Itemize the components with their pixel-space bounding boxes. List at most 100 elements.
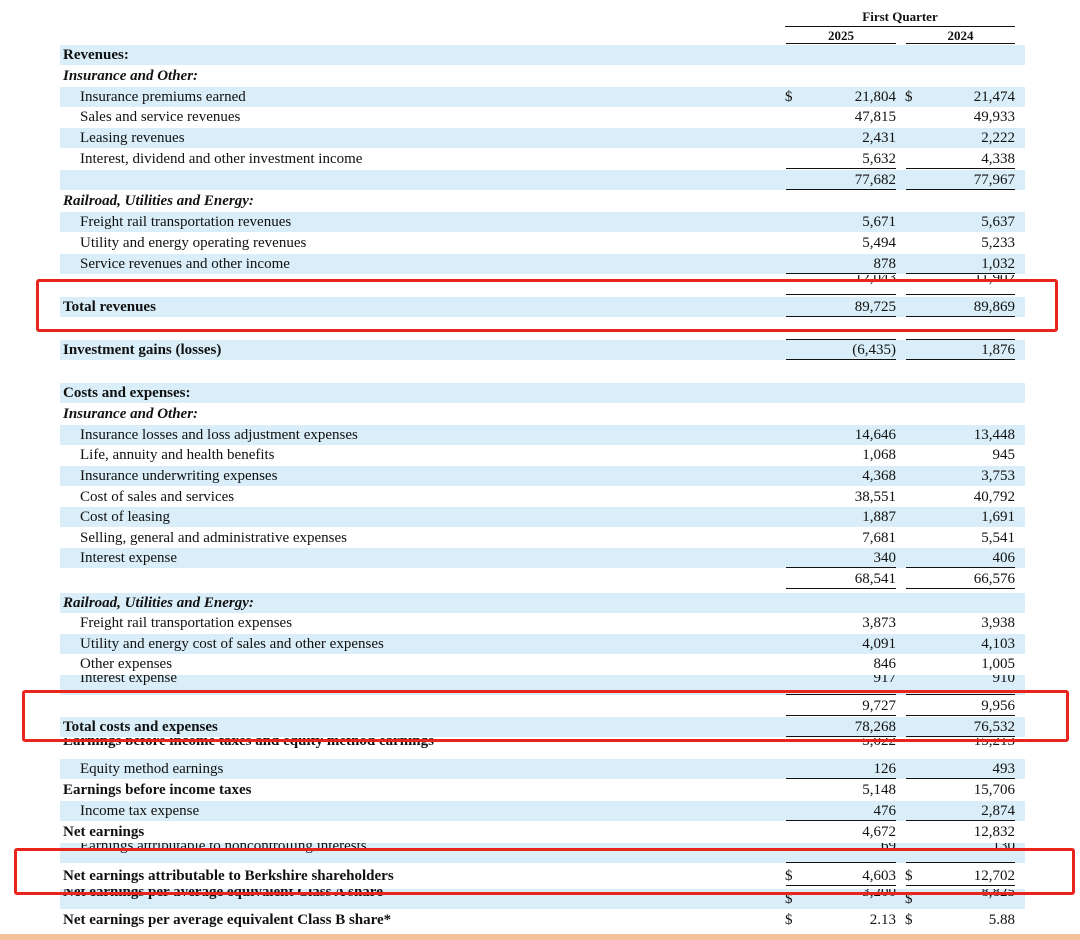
underline-2025 [786, 359, 896, 360]
value-2024: 3,938 [981, 615, 1015, 631]
currency-symbol-2024: $ [905, 868, 913, 884]
value-2025: 5,632 [862, 151, 896, 167]
statement-row: Net earnings per average equivalent Clas… [60, 910, 1025, 930]
statement-row: 68,541 66,576 [60, 569, 1025, 589]
overline-2024 [906, 339, 1015, 340]
row-label: Sales and service revenues [80, 109, 241, 125]
value-2025: (6,435) [852, 342, 896, 358]
statement-row: Total revenues 89,725 89,869 [60, 297, 1025, 317]
row-label: Interest expense [80, 550, 178, 566]
value-2024: 2,874 [981, 803, 1015, 819]
value-2025: 917 [873, 675, 897, 686]
underline-2024 [906, 567, 1015, 568]
row-label: Insurance and Other: [63, 406, 199, 422]
value-2025: 7,681 [862, 530, 896, 546]
value-2025: 340 [873, 550, 897, 566]
value-2024: 49,933 [973, 109, 1015, 125]
statement-row: Insurance losses and loss adjustment exp… [60, 425, 1025, 445]
row-label: Investment gains (losses) [63, 342, 222, 358]
row-label: Insurance underwriting expenses [80, 468, 278, 484]
value-2024: 5,541 [981, 530, 1015, 546]
currency-symbol-2025: $ [785, 891, 793, 907]
value-2025: 5,494 [862, 235, 896, 251]
row-label: Service revenues and other income [80, 256, 290, 272]
value-2025: 38,551 [854, 489, 896, 505]
underline-2024 [906, 168, 1015, 169]
currency-symbol-2025: $ [785, 89, 793, 105]
underline-2025 [786, 885, 896, 886]
value-2024: 4,103 [981, 636, 1015, 652]
value-2024: 15,213 [973, 738, 1015, 749]
statement-row: Revenues: [60, 45, 1025, 65]
statement-row: Utility and energy cost of sales and oth… [60, 634, 1025, 654]
value-2025: 77,682 [854, 172, 896, 188]
row-label: Cost of sales and services [80, 489, 235, 505]
statement-row: Railroad, Utilities and Energy: [60, 593, 1025, 613]
value-2025: 4,603 [862, 868, 896, 884]
underline-2024 [906, 273, 1015, 274]
value-2025: 5,671 [862, 214, 896, 230]
underline-2025 [786, 273, 896, 274]
row-label: Total costs and expenses [63, 719, 218, 735]
currency-symbol-2025: $ [785, 868, 793, 884]
statement-row: Leasing revenues 2,431 2,222 [60, 128, 1025, 148]
value-2024: 5.88 [988, 912, 1015, 928]
underline-2025 [786, 567, 896, 568]
statement-row: Cost of sales and services 38,551 40,792 [60, 487, 1025, 507]
year-2025-rule [786, 43, 896, 44]
value-2024: 15,706 [973, 782, 1015, 798]
row-label: Net earnings [63, 824, 145, 840]
statement-row: Earnings before income taxes 5,148 15,706 [60, 780, 1025, 800]
value-2025: 68,541 [854, 571, 896, 587]
statement-row: Sales and service revenues 47,815 49,933 [60, 107, 1025, 127]
value-2025: 846 [873, 656, 897, 672]
row-label: Income tax expense [80, 803, 200, 819]
underline-2024 [906, 359, 1015, 360]
row-label: Insurance premiums earned [80, 89, 246, 105]
row-label: Interest, dividend and other investment … [80, 151, 363, 167]
row-label: Insurance losses and loss adjustment exp… [80, 427, 358, 443]
statement-row: Net earnings attributable to Berkshire s… [60, 866, 1025, 886]
statement-row: 9,727 9,956 [60, 696, 1025, 716]
value-2024: 66,576 [973, 571, 1015, 587]
statement-row: Total costs and expenses 78,268 76,532 [60, 717, 1025, 737]
value-2024: 945 [992, 447, 1016, 463]
row-label: Freight rail transportation expenses [80, 615, 293, 631]
row-label: Leasing revenues [80, 130, 185, 146]
highlight-total-costs [22, 690, 1069, 742]
statement-row: Utility and energy operating revenues 5,4… [60, 233, 1025, 253]
value-2024: 9,956 [981, 698, 1015, 714]
statement-row: Service revenues and other income 878 1,03… [60, 254, 1025, 274]
value-2025: 14,646 [854, 427, 896, 443]
statement-row: Costs and expenses: [60, 383, 1025, 403]
row-label: Railroad, Utilities and Energy: [63, 595, 254, 611]
value-2025: 1,887 [862, 509, 896, 525]
value-2025: 476 [873, 803, 897, 819]
value-2024: 13,448 [973, 427, 1015, 443]
value-2024: 3,753 [981, 468, 1015, 484]
value-2024: 5,637 [981, 214, 1015, 230]
value-2025: 47,815 [854, 109, 896, 125]
statement-row: Other expenses 846 1,005 [60, 654, 1025, 674]
underline-2024 [906, 820, 1015, 821]
value-2025: 2.13 [869, 912, 896, 928]
underline-2024 [906, 862, 1015, 863]
row-label: Net earnings per average equivalent Clas… [63, 912, 392, 928]
value-2024: 21,474 [973, 89, 1015, 105]
value-2025: 9,727 [862, 698, 896, 714]
row-label: Cost of leasing [80, 509, 170, 525]
year-2024-header: 2024 [947, 28, 974, 43]
value-2025: 4,368 [862, 468, 896, 484]
row-label: Net earnings attributable to Berkshire s… [63, 868, 394, 884]
row-label: Railroad, Utilities and Energy: [63, 193, 254, 209]
currency-symbol-2024: $ [905, 912, 913, 928]
value-2025: 1,068 [862, 447, 896, 463]
value-2024: 76,532 [973, 719, 1015, 735]
statement-row: Freight rail transportation expenses 3,87… [60, 613, 1025, 633]
value-2024: 77,967 [973, 172, 1015, 188]
value-2025: 3,873 [862, 615, 896, 631]
underline-2024 [906, 778, 1015, 779]
value-2024: 1,032 [981, 256, 1015, 272]
statement-row: Net earnings 4,672 12,832 [60, 822, 1025, 842]
row-label: Earnings before income taxes [63, 782, 252, 798]
